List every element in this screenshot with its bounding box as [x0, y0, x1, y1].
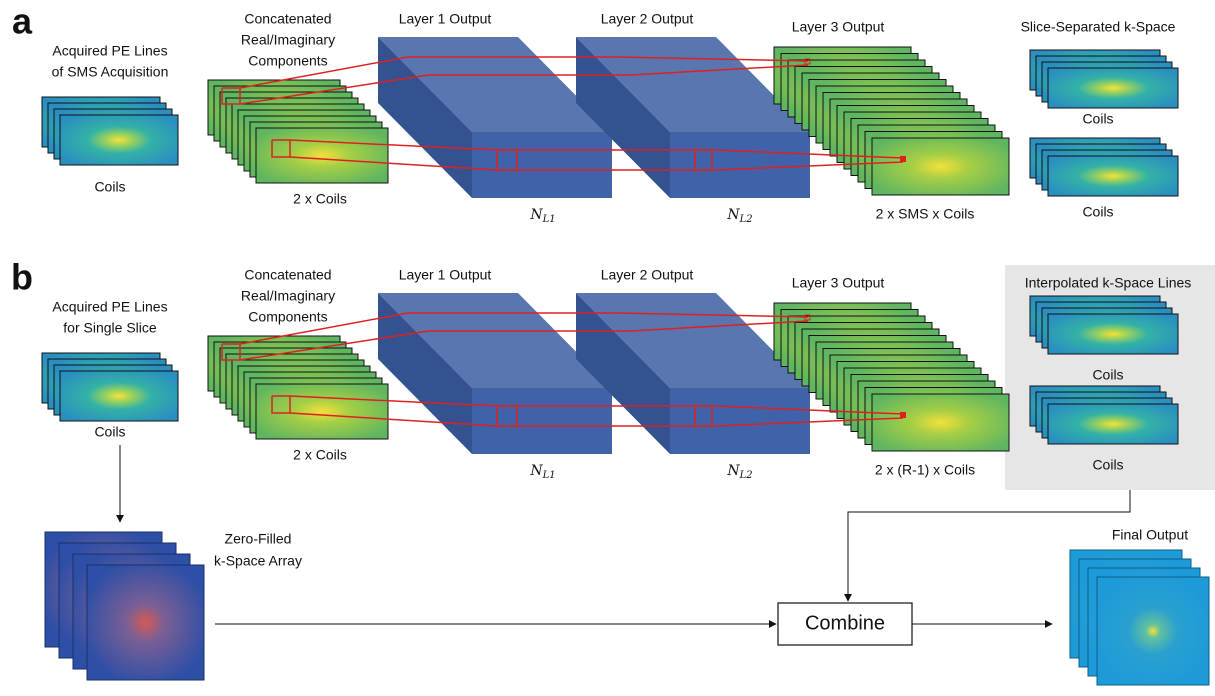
kspace-image: [1097, 577, 1209, 685]
concat-label: Components: [248, 309, 327, 325]
concat-label: Concatenated: [244, 11, 331, 27]
zero-filled-label: k-Space Array: [214, 553, 302, 569]
size-base: N: [726, 207, 740, 223]
kspace-image: [1048, 68, 1178, 108]
output-caption: Coils: [1092, 367, 1123, 383]
size-sub: L1: [542, 214, 556, 225]
input-label: of SMS Acquisition: [52, 64, 169, 80]
output-title: Slice-Separated k-Space: [1021, 19, 1176, 35]
output-caption: Coils: [1092, 457, 1123, 473]
kspace-image: [87, 565, 204, 680]
input-caption: Coils: [94, 424, 125, 440]
concat-label: Components: [248, 53, 327, 69]
output-point: [900, 156, 906, 162]
input-label: Acquired PE Lines: [52, 299, 167, 315]
concat-label: Concatenated: [244, 267, 331, 283]
layer-label: Layer 2 Output: [601, 267, 694, 283]
size-sub: L1: [542, 470, 556, 481]
output-caption: Coils: [1082, 111, 1113, 127]
layer3-caption: 2 x SMS x Coils: [876, 206, 975, 222]
layer-label: Layer 1 Output: [399, 267, 492, 283]
kspace-image: [60, 371, 178, 421]
input-label: Acquired PE Lines: [52, 43, 167, 59]
kspace-image: [1048, 404, 1178, 444]
concat-caption: 2 x Coils: [293, 447, 347, 463]
size-base: N: [529, 207, 543, 223]
kspace-image: [872, 394, 1009, 451]
zero-filled-label: Zero-Filled: [225, 531, 292, 547]
input-label: for Single Slice: [63, 320, 157, 336]
size-base: N: [529, 463, 543, 479]
concat-caption: 2 x Coils: [293, 191, 347, 207]
layer-front: [472, 388, 612, 454]
layer-front: [670, 132, 810, 198]
output-title: Interpolated k-Space Lines: [1025, 275, 1192, 291]
size-base: N: [726, 463, 740, 479]
size-sub: L2: [739, 214, 753, 225]
layer-label: Layer 3 Output: [792, 19, 885, 35]
kspace-image: [872, 138, 1009, 195]
layer-label: Layer 3 Output: [792, 275, 885, 291]
concat-label: Real/Imaginary: [241, 32, 335, 48]
layer-label: Layer 1 Output: [399, 11, 492, 27]
output-point: [900, 412, 906, 418]
layer-size: NL2: [726, 207, 752, 225]
kspace-image: [256, 128, 388, 183]
layer-size: NL2: [726, 463, 752, 481]
concat-label: Real/Imaginary: [241, 288, 335, 304]
panel-letter: b: [11, 257, 33, 298]
layer-front: [670, 388, 810, 454]
kspace-image: [1048, 314, 1178, 354]
final-output-label: Final Output: [1112, 527, 1188, 543]
combine-label: Combine: [805, 612, 885, 634]
layer3-caption: 2 x (R-1) x Coils: [875, 462, 975, 478]
panel-letter: a: [12, 1, 33, 42]
input-caption: Coils: [94, 179, 125, 195]
diagram: a Acquired PE Lines of SMS Acquisition Coil…: [0, 0, 1215, 696]
kspace-image: [1048, 156, 1178, 196]
layer-size: NL1: [529, 207, 555, 225]
layer-label: Layer 2 Output: [601, 11, 694, 27]
output-caption: Coils: [1082, 204, 1113, 220]
layer-front: [472, 132, 612, 198]
kspace-image: [256, 384, 388, 439]
kspace-image: [60, 115, 178, 165]
size-sub: L2: [739, 470, 753, 481]
layer-size: NL1: [529, 463, 555, 481]
